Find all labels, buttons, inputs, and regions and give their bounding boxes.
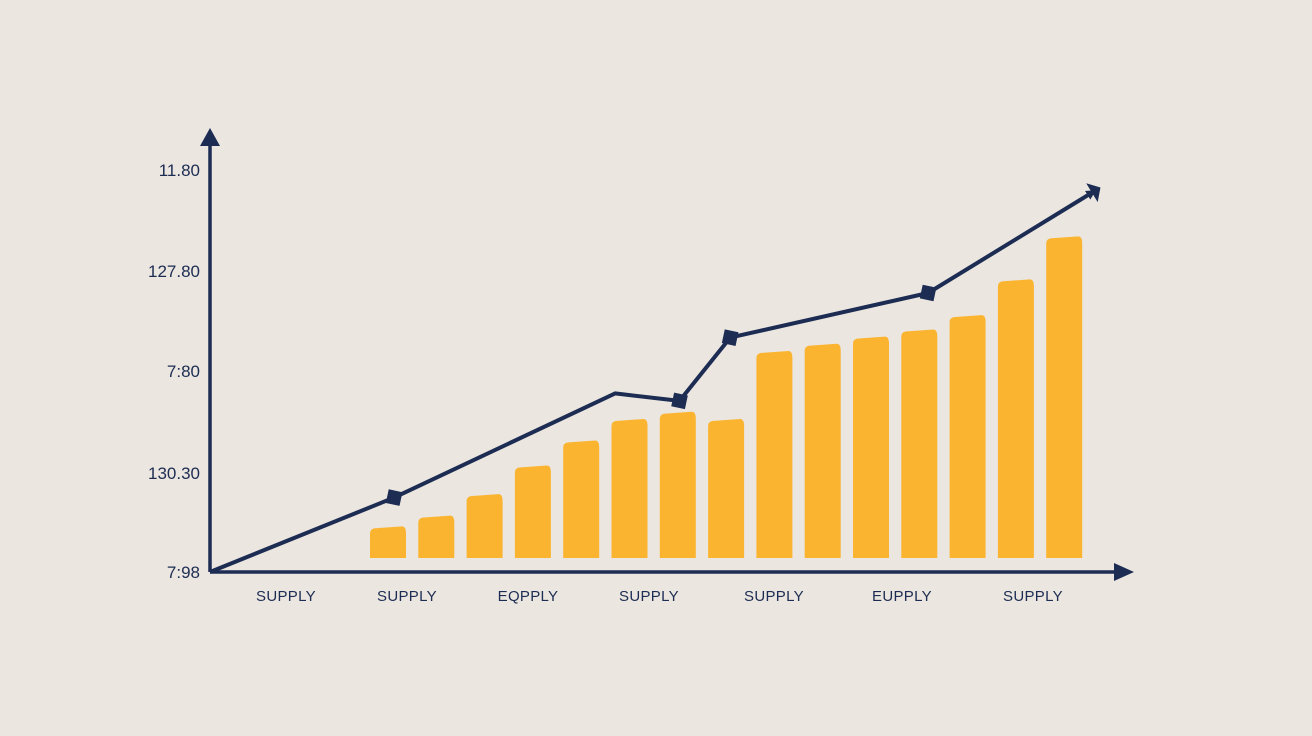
trend-point-2 (385, 489, 403, 506)
y-tick-label-1: 7:98 (167, 563, 200, 582)
bar-4 (514, 465, 551, 558)
x-axis-arrow-icon (1114, 563, 1134, 581)
bar-14 (997, 279, 1034, 558)
axes-layer (200, 128, 1134, 581)
trend-point-4 (671, 392, 688, 410)
bar-8 (708, 418, 745, 558)
bar-7 (659, 411, 696, 558)
x-tick-labels: SUPPLY SUPPLY EQPPLY SUPPLY SUPPLY EUPPLY SUPP… (256, 588, 1063, 605)
x-tick-label-7: SUPPLY (1003, 588, 1063, 605)
x-tick-label-4: SUPPLY (619, 588, 679, 605)
y-axis-arrow-icon (200, 128, 220, 146)
bar-2 (418, 515, 455, 558)
y-tick-label-4: 127.80 (148, 262, 200, 281)
bar-11 (853, 336, 889, 558)
x-tick-label-1: SUPPLY (256, 588, 316, 605)
y-tick-label-2: 130.30 (148, 464, 200, 483)
trend-point-5 (721, 329, 739, 346)
x-tick-label-6: EUPPLY (872, 588, 932, 605)
bars-layer (370, 236, 1083, 558)
trend-point-6 (919, 284, 937, 302)
trend-line-layer (209, 183, 1101, 574)
y-tick-label-3: 7:80 (167, 362, 200, 381)
x-tick-label-2: SUPPLY (377, 588, 437, 605)
trend-line-arrow-icon (1086, 183, 1101, 203)
bar-1 (370, 526, 406, 558)
bar-10 (804, 343, 841, 558)
y-tick-labels: 7:98 130.30 7:80 127.80 11.80 (148, 161, 200, 582)
bar-3 (466, 494, 503, 558)
x-tick-label-5: SUPPLY (744, 588, 804, 605)
bar-12 (901, 329, 938, 558)
bar-5 (563, 440, 600, 558)
trend-line (209, 190, 1097, 574)
bar-15 (1046, 236, 1083, 558)
bar-13 (949, 315, 986, 558)
bar-9 (756, 350, 793, 558)
y-tick-label-5: 11.80 (159, 161, 200, 180)
x-tick-label-3: EQPPLY (498, 588, 559, 605)
bar-6 (611, 418, 648, 558)
